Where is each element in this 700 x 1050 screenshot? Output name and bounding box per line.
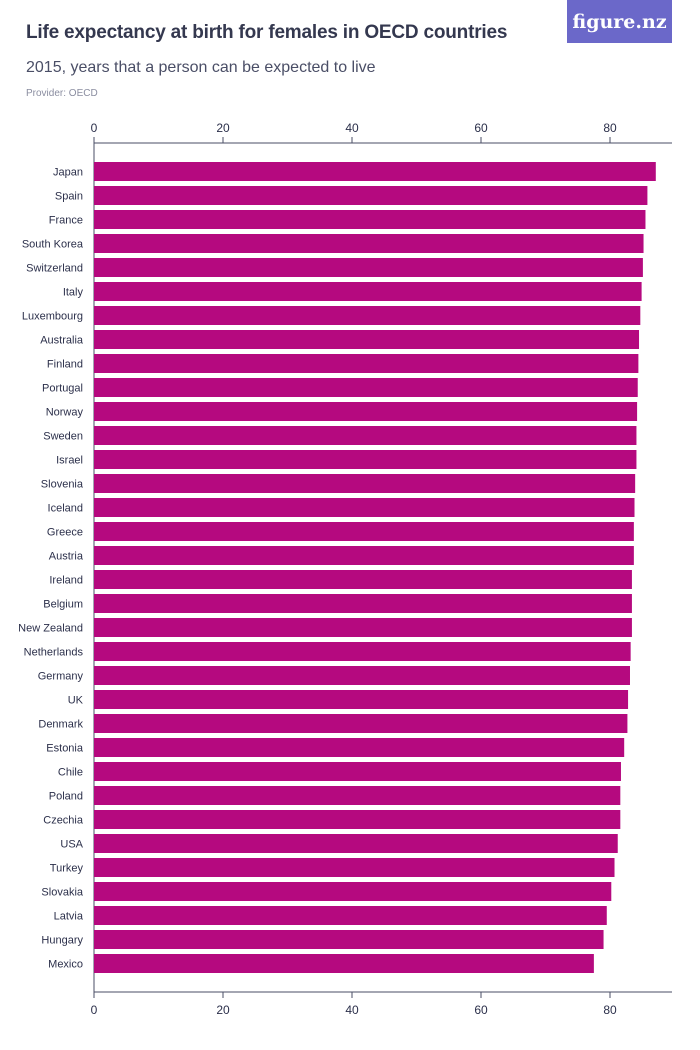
category-label: Japan — [53, 167, 83, 179]
category-label: South Korea — [22, 239, 84, 251]
category-label: Luxembourg — [22, 311, 83, 323]
bar — [94, 522, 634, 541]
bar — [94, 882, 612, 901]
bar — [94, 690, 629, 709]
category-label: USA — [60, 839, 83, 851]
bar — [94, 834, 618, 853]
bar — [94, 306, 641, 325]
category-label: Estonia — [46, 743, 84, 755]
data-provider: Provider: OECD — [26, 88, 98, 99]
category-label: Finland — [47, 359, 83, 371]
bar — [94, 642, 631, 661]
bar — [94, 378, 638, 397]
bar — [94, 498, 635, 517]
bar — [94, 186, 648, 205]
x-tick-label-top: 0 — [91, 121, 98, 135]
category-label: Norway — [46, 407, 84, 419]
chart-subtitle: 2015, years that a person can be expecte… — [26, 59, 376, 76]
x-tick-label-bottom: 60 — [474, 1003, 488, 1017]
x-tick-label-top: 60 — [474, 121, 488, 135]
bar — [94, 210, 646, 229]
x-tick-label-bottom: 20 — [216, 1003, 230, 1017]
bar — [94, 954, 594, 973]
x-tick-label-bottom: 40 — [345, 1003, 359, 1017]
category-label: Australia — [40, 335, 84, 347]
bar — [94, 906, 607, 925]
category-label: Germany — [38, 671, 84, 683]
category-label: Turkey — [50, 863, 84, 875]
category-label: UK — [68, 695, 84, 707]
chart-title: Life expectancy at birth for females in … — [26, 22, 508, 43]
x-tick-label-top: 20 — [216, 121, 230, 135]
bar — [94, 402, 638, 421]
category-label: Czechia — [43, 815, 84, 827]
x-tick-label-top: 80 — [603, 121, 617, 135]
x-tick-label-bottom: 80 — [603, 1003, 617, 1017]
bar — [94, 618, 632, 637]
bar — [94, 810, 621, 829]
bar — [94, 570, 632, 589]
bar — [94, 354, 639, 373]
category-label: Austria — [49, 551, 84, 563]
category-label: France — [49, 215, 83, 227]
bar — [94, 738, 625, 757]
bar — [94, 282, 642, 301]
bar — [94, 474, 636, 493]
category-label: Netherlands — [24, 647, 84, 659]
bar — [94, 450, 637, 469]
bar — [94, 594, 632, 613]
bar — [94, 930, 604, 949]
category-label: Poland — [49, 791, 83, 803]
category-label: Denmark — [38, 719, 83, 731]
category-label: Belgium — [43, 599, 83, 611]
figure-nz-logo[interactable]: figure.nz — [567, 0, 672, 43]
category-label: Ireland — [49, 575, 83, 587]
category-label: Slovakia — [41, 887, 83, 899]
bar — [94, 714, 628, 733]
bar — [94, 426, 637, 445]
category-label: Israel — [56, 455, 83, 467]
category-label: Spain — [55, 191, 83, 203]
x-tick-label-bottom: 0 — [91, 1003, 98, 1017]
bar — [94, 234, 644, 253]
bar — [94, 786, 621, 805]
category-label: Iceland — [48, 503, 83, 515]
category-label: Slovenia — [41, 479, 84, 491]
bar — [94, 330, 640, 349]
bar — [94, 546, 634, 565]
bar — [94, 666, 630, 685]
bar — [94, 762, 621, 781]
category-label: Greece — [47, 527, 83, 539]
category-label: Portugal — [42, 383, 83, 395]
category-label: Switzerland — [26, 263, 83, 275]
bar — [94, 258, 643, 277]
category-label: Italy — [63, 287, 84, 299]
x-tick-label-top: 40 — [345, 121, 359, 135]
category-label: New Zealand — [18, 623, 83, 635]
category-label: Latvia — [54, 911, 84, 923]
category-label: Mexico — [48, 959, 83, 971]
category-label: Hungary — [41, 935, 83, 947]
category-label: Sweden — [43, 431, 83, 443]
bar — [94, 162, 656, 181]
category-label: Chile — [58, 767, 83, 779]
bar — [94, 858, 615, 877]
